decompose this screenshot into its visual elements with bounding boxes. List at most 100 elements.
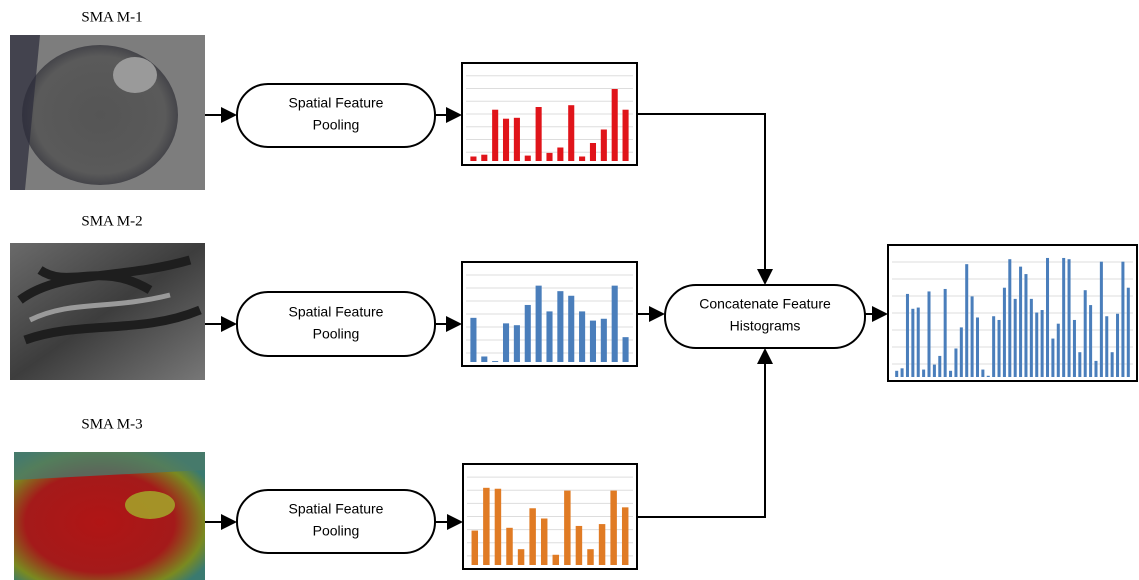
hist-bar: [917, 308, 920, 377]
hist-bar: [599, 524, 605, 565]
hist-bar: [1121, 262, 1124, 377]
hist-bar: [576, 526, 582, 565]
hist-bar: [1035, 313, 1038, 377]
hist-bar: [954, 348, 957, 377]
hist-bar: [944, 289, 947, 377]
process-label: Pooling: [313, 117, 360, 133]
process-box: [237, 84, 435, 147]
hist-bar: [1046, 258, 1049, 377]
hist-bar: [525, 156, 531, 161]
hist-bar: [579, 311, 585, 362]
hist-bar: [1057, 324, 1060, 377]
hist-bar: [483, 488, 489, 565]
hist-bar: [601, 130, 607, 162]
hist-bar: [938, 356, 941, 377]
hist-bar: [612, 89, 618, 161]
hist-bar: [564, 491, 570, 565]
hist-bar: [492, 110, 498, 161]
process-label: Pooling: [313, 326, 360, 342]
hist-bar: [1116, 314, 1119, 377]
source-label: SMA M-1: [81, 9, 142, 25]
source-label: SMA M-3: [81, 416, 142, 432]
hist-bar: [492, 361, 498, 362]
hist-bar: [987, 376, 990, 377]
hist-bar: [590, 143, 596, 161]
hist-bar: [965, 264, 968, 377]
hist-bar: [495, 489, 501, 565]
hist-bar: [514, 118, 520, 161]
hist-bar: [992, 316, 995, 377]
hist-bar: [536, 286, 542, 362]
hist-bar: [933, 365, 936, 377]
hist-bar: [518, 549, 524, 565]
hist-bar: [553, 555, 559, 565]
hist-bar: [481, 155, 487, 161]
hist-bar: [1062, 258, 1065, 377]
hist-bar: [1008, 259, 1011, 377]
hist-bar: [1073, 320, 1076, 377]
hist-bar: [557, 148, 563, 162]
hist-bar: [590, 321, 596, 362]
hist-bar: [911, 309, 914, 377]
process-label: Spatial Feature: [289, 501, 384, 517]
source-image: [10, 35, 205, 190]
hist-bar: [568, 105, 574, 161]
hist-bar: [1084, 290, 1087, 377]
hist-bar: [557, 291, 563, 362]
process-label: Pooling: [313, 523, 360, 539]
hist-bar: [1127, 288, 1130, 377]
hist-bar: [976, 317, 979, 377]
process-box: [237, 292, 435, 356]
diagram: SMA M-1 SMA M-2 SMA M-3 Spatial Feature …: [0, 0, 1139, 580]
process-label: Histograms: [730, 318, 801, 334]
hist-bar: [472, 531, 478, 565]
hist-bar: [1078, 352, 1081, 377]
hist-bar: [1105, 316, 1108, 377]
hist-bar: [579, 157, 585, 162]
hist-bar: [895, 371, 898, 377]
hist-bar: [901, 368, 904, 377]
process-box: [237, 490, 435, 553]
hist-bar: [541, 519, 547, 566]
hist-bar: [587, 549, 593, 565]
hist-bar: [525, 305, 531, 362]
hist-bar: [529, 508, 535, 565]
hist-bar: [1068, 259, 1071, 377]
hist-bar: [906, 294, 909, 377]
hist-bar: [971, 296, 974, 377]
hist-bar: [506, 528, 512, 565]
process-box: [665, 285, 865, 348]
hist-bar: [546, 311, 552, 362]
hist-bar: [601, 319, 607, 362]
hist-bar: [1089, 305, 1092, 377]
hist-bar: [1030, 299, 1033, 377]
hist-bar: [1014, 299, 1017, 377]
hist-bar: [610, 491, 616, 565]
hist-bar: [1094, 361, 1097, 377]
hist-bar: [546, 153, 552, 161]
hist-bar: [622, 507, 628, 565]
hist-bar: [623, 337, 629, 362]
source-label: SMA M-2: [81, 213, 142, 229]
hist-bar: [1003, 288, 1006, 377]
hist-bar: [928, 291, 931, 377]
hist-bar: [503, 119, 509, 161]
source-image: [10, 243, 205, 380]
hist-bar: [922, 370, 925, 377]
hist-bar: [470, 157, 476, 162]
hist-bar: [949, 371, 952, 377]
hist-bar: [503, 323, 509, 362]
hist-bar: [981, 370, 984, 377]
hist-bar: [1041, 310, 1044, 377]
hist-bar: [1100, 262, 1103, 377]
hist-bar: [481, 356, 487, 362]
hist-bar: [536, 107, 542, 161]
process-label: Concatenate Feature: [699, 296, 831, 312]
process-label: Spatial Feature: [289, 304, 384, 320]
hist-bar: [998, 320, 1001, 377]
hist-bar: [1024, 274, 1027, 377]
hist-bar: [960, 327, 963, 377]
hist-bar: [568, 296, 574, 362]
source-image: [14, 452, 205, 580]
hist-bar: [612, 286, 618, 362]
